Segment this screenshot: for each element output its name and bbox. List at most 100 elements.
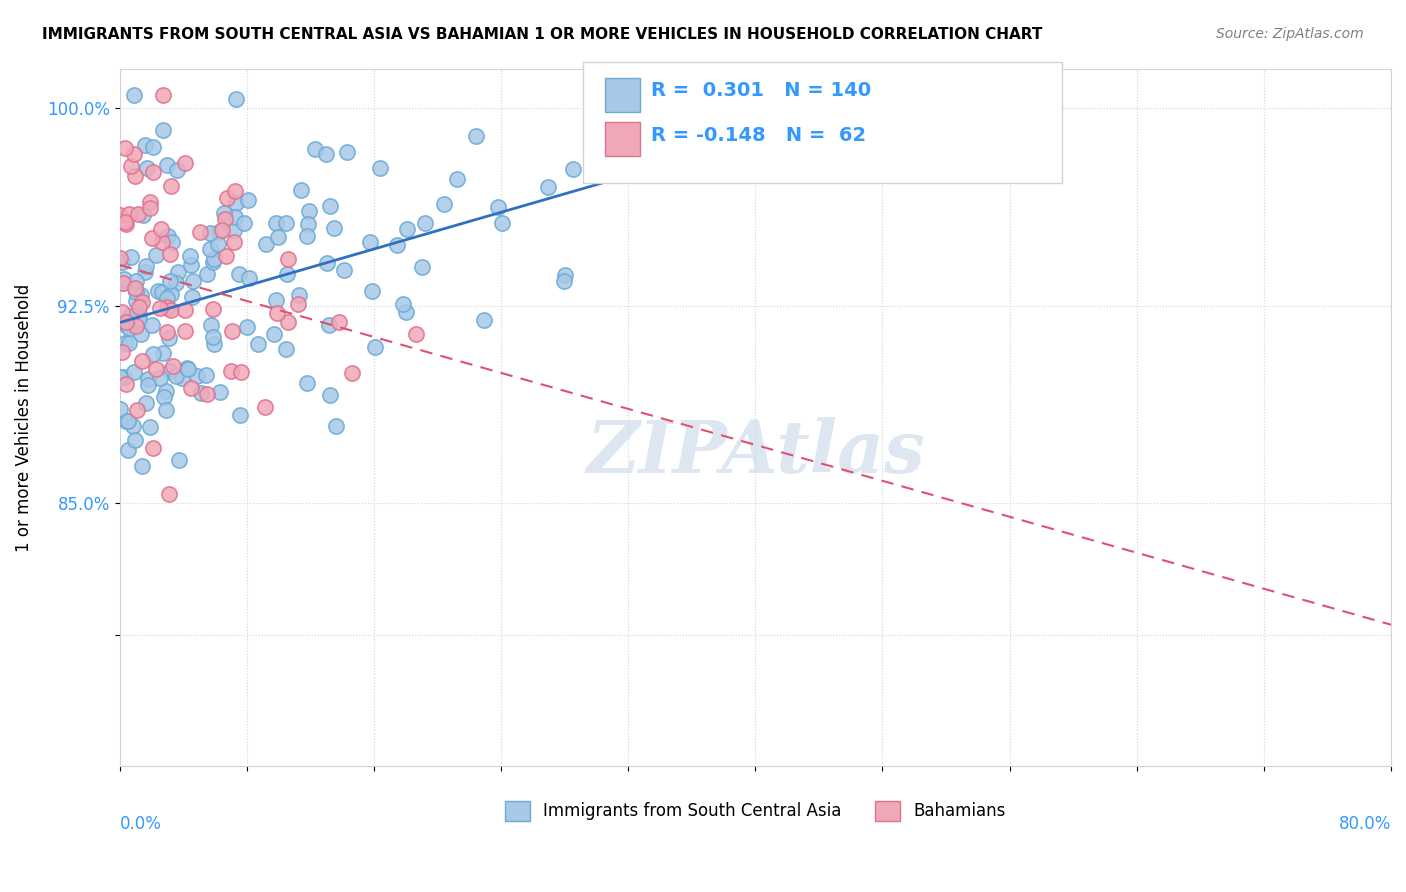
Point (323, 221, 346, 235)
Point (214, 206, 236, 220)
Point (537, 180, 560, 194)
Point (111, 277, 134, 291)
Point (318, 318, 340, 333)
Point (131, 354, 153, 368)
Point (128, 307, 150, 321)
Point (180, 290, 202, 304)
Point (195, 387, 218, 401)
Point (298, 203, 321, 218)
Point (149, 371, 172, 385)
Point (177, 361, 200, 376)
Point (159, 364, 181, 378)
Point (486, 200, 509, 214)
Point (209, 384, 232, 399)
Point (141, 139, 163, 153)
Point (179, 248, 201, 262)
Point (124, 169, 146, 183)
Point (183, 274, 205, 288)
Point (304, 142, 326, 156)
Text: R = -0.148   N =  62: R = -0.148 N = 62 (651, 126, 866, 145)
Point (207, 237, 229, 252)
Point (124, 434, 146, 448)
Y-axis label: 1 or more Vehicles in Household: 1 or more Vehicles in Household (15, 284, 32, 551)
Point (238, 270, 260, 285)
Point (135, 259, 157, 273)
Point (224, 235, 246, 249)
Point (263, 327, 285, 342)
Point (155, 403, 177, 417)
Point (159, 287, 181, 301)
Point (176, 360, 198, 375)
Point (295, 229, 318, 244)
Point (150, 235, 173, 249)
Point (180, 381, 202, 395)
Point (135, 396, 157, 410)
Point (396, 222, 419, 236)
Point (127, 207, 149, 221)
Point (232, 216, 254, 230)
Point (131, 294, 153, 309)
Point (186, 369, 208, 384)
Point (108, 208, 131, 222)
Point (195, 368, 218, 383)
Point (136, 161, 159, 175)
Point (228, 268, 250, 282)
Point (108, 251, 131, 265)
Point (165, 276, 187, 290)
Point (274, 216, 297, 230)
Point (446, 171, 468, 186)
Point (115, 377, 138, 392)
Point (156, 229, 179, 244)
Point (125, 293, 148, 308)
Point (246, 336, 269, 351)
Point (254, 400, 277, 414)
Point (222, 222, 245, 236)
Point (287, 287, 309, 301)
Point (152, 123, 174, 137)
Point (141, 318, 163, 333)
Point (208, 226, 231, 240)
Point (229, 365, 252, 379)
Point (114, 335, 136, 350)
Point (315, 146, 337, 161)
Point (145, 248, 167, 262)
Point (328, 314, 350, 328)
Point (128, 311, 150, 326)
Point (336, 145, 359, 160)
Point (160, 179, 183, 194)
Point (115, 318, 138, 333)
Point (200, 226, 222, 240)
Point (148, 301, 170, 315)
Point (274, 343, 297, 357)
Point (112, 370, 135, 384)
Point (224, 211, 246, 225)
Legend: Immigrants from South Central Asia, Bahamians: Immigrants from South Central Asia, Baha… (498, 794, 1012, 828)
Point (211, 223, 233, 237)
Point (112, 271, 135, 285)
Point (129, 327, 152, 342)
Point (138, 194, 160, 209)
Point (405, 326, 427, 341)
Point (224, 184, 246, 198)
Point (169, 453, 191, 467)
Point (152, 87, 174, 102)
Point (562, 162, 585, 177)
Point (134, 265, 156, 279)
Point (166, 162, 188, 177)
Point (156, 291, 179, 305)
Point (142, 164, 165, 178)
Point (159, 247, 181, 261)
Point (111, 305, 134, 319)
Point (132, 208, 155, 222)
Point (122, 87, 145, 102)
Point (553, 274, 575, 288)
Point (238, 193, 260, 207)
Point (156, 158, 179, 172)
Point (146, 285, 169, 299)
Point (290, 183, 312, 197)
Point (287, 297, 309, 311)
Point (190, 386, 212, 401)
Point (141, 231, 163, 245)
Point (160, 235, 183, 250)
Point (297, 217, 319, 231)
